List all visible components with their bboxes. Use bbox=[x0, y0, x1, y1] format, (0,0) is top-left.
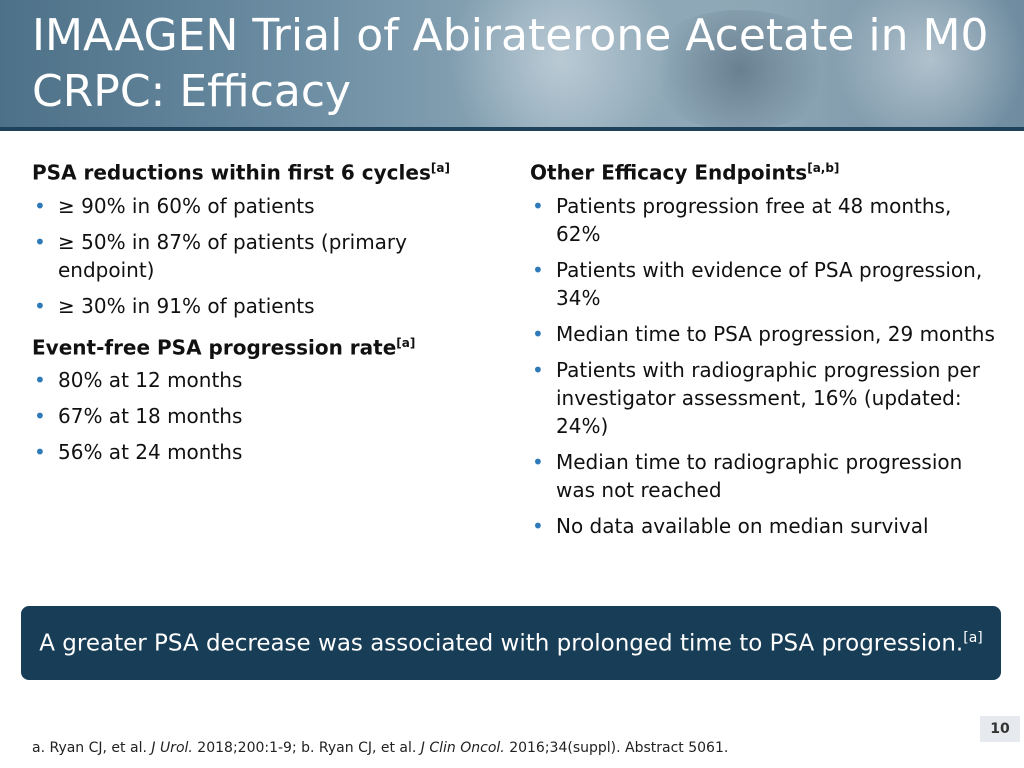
event-free-heading: Event-free PSA progression rate[a] bbox=[32, 335, 416, 360]
list-item: 56% at 24 months bbox=[32, 438, 482, 466]
list-item: Patients with evidence of PSA progressio… bbox=[530, 256, 1000, 312]
page-number: 10 bbox=[980, 716, 1020, 742]
psa-reductions-list: ≥ 90% in 60% of patients ≥ 50% in 87% of… bbox=[32, 192, 482, 320]
list-item: 67% at 18 months bbox=[32, 402, 482, 430]
other-endpoints-heading: Other Efficacy Endpoints[a,b] bbox=[530, 160, 840, 185]
list-item: ≥ 50% in 87% of patients (primary endpoi… bbox=[32, 228, 482, 284]
right-column: Other Efficacy Endpoints[a,b] Patients p… bbox=[530, 155, 1000, 548]
other-endpoints-list: Patients progression free at 48 months, … bbox=[530, 192, 1000, 540]
callout-text: A greater PSA decrease was associated wi… bbox=[39, 629, 983, 657]
psa-heading-ref: [a] bbox=[430, 161, 450, 175]
psa-reductions-heading: PSA reductions within first 6 cycles[a] bbox=[32, 160, 450, 185]
header-photo-shadow bbox=[640, 10, 840, 127]
list-item: Median time to PSA progression, 29 month… bbox=[530, 320, 1000, 348]
list-item: Patients progression free at 48 months, … bbox=[530, 192, 1000, 248]
slide-title: IMAAGEN Trial of Abiraterone Acetate in … bbox=[32, 10, 989, 117]
list-item: No data available on median survival bbox=[530, 512, 1000, 540]
event-free-list: 80% at 12 months 67% at 18 months 56% at… bbox=[32, 366, 482, 466]
header-photo-highlight bbox=[430, 0, 690, 127]
header-photo-highlight-right bbox=[820, 0, 1024, 127]
other-endpoints-ref: [a,b] bbox=[807, 161, 840, 175]
event-heading-ref: [a] bbox=[396, 335, 416, 350]
journal-b: J Clin Oncol. bbox=[420, 740, 505, 756]
list-item: Median time to radiographic progression … bbox=[530, 448, 1000, 504]
list-item: ≥ 90% in 60% of patients bbox=[32, 192, 482, 220]
references-footnote: a. Ryan CJ, et al. J Urol. 2018;200:1-9;… bbox=[32, 740, 729, 756]
list-item: Patients with radiographic progression p… bbox=[530, 356, 1000, 440]
list-item: 80% at 12 months bbox=[32, 366, 482, 394]
header-banner: IMAAGEN Trial of Abiraterone Acetate in … bbox=[0, 0, 1024, 127]
callout-ref: [a] bbox=[963, 629, 983, 646]
key-finding-callout: A greater PSA decrease was associated wi… bbox=[21, 606, 1001, 680]
left-column: PSA reductions within first 6 cycles[a] … bbox=[32, 155, 482, 474]
header-divider bbox=[0, 127, 1024, 131]
list-item: ≥ 30% in 91% of patients bbox=[32, 292, 482, 320]
journal-a: J Urol. bbox=[151, 740, 193, 756]
